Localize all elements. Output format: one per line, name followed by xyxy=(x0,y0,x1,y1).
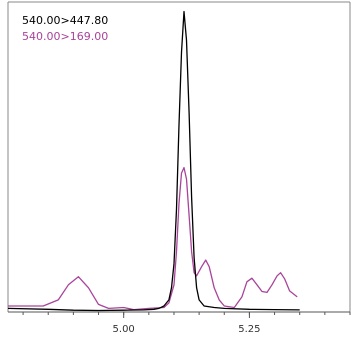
x-tick-label: 5.25 xyxy=(238,324,260,335)
x-axis: 5.00 5.25 xyxy=(22,312,351,335)
series-line-0 xyxy=(7,10,300,312)
series-layer xyxy=(7,10,300,312)
legend-entry-1: 540.00>169.00 xyxy=(22,30,108,43)
legend: 540.00>447.80 540.00>169.00 xyxy=(22,14,108,43)
legend-entry-0: 540.00>447.80 xyxy=(22,14,108,27)
series-line-1 xyxy=(8,166,298,311)
x-tick-label: 5.00 xyxy=(113,324,135,335)
plot-area xyxy=(7,1,351,313)
